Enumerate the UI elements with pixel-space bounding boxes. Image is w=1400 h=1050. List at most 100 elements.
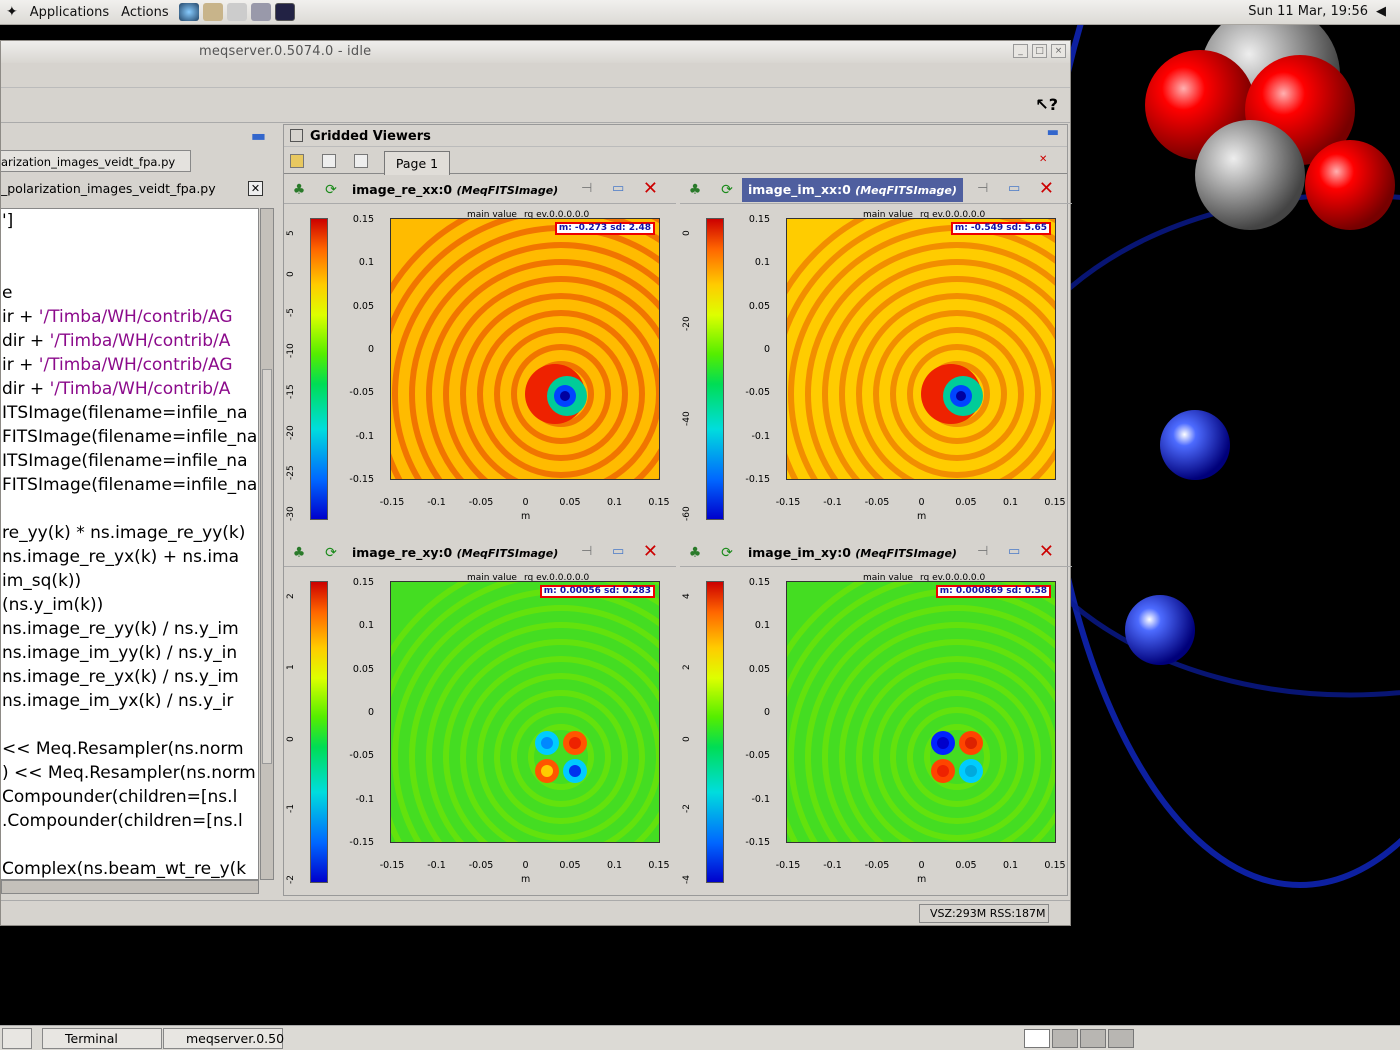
y-tick-label: -0.1 xyxy=(751,793,770,805)
x-tick-label: 0 xyxy=(522,860,529,871)
meqserver-window: meqserver.0.5074.0 - idle _ □ × ↖? ▬ ari… xyxy=(0,40,1072,926)
pin-icon[interactable]: ⊣ xyxy=(581,544,593,559)
top-panel: ✦ Applications Actions Sun 11 Mar, 19:56… xyxy=(0,0,1400,25)
panel-title[interactable]: image_re_xy:0 (MeqFITSImage) xyxy=(346,541,564,565)
panel-title[interactable]: image_re_xx:0 (MeqFITSImage) xyxy=(346,178,564,202)
panel-title[interactable]: image_im_xy:0 (MeqFITSImage) xyxy=(742,541,963,565)
image-plot[interactable]: m: -0.549 sd: 5.65 xyxy=(786,218,1056,480)
panel-node-type: (MeqFITSImage) xyxy=(855,547,957,560)
x-tick-label: 0 xyxy=(918,497,925,508)
code-text: ) << Meq.Resampler(ns.norm xyxy=(2,763,256,783)
code-text: ITSImage(filename=infile_na xyxy=(2,403,248,423)
code-line: << Meq.Resampler(ns.norm xyxy=(1,737,258,761)
x-axis-label: m xyxy=(521,874,531,885)
code-line xyxy=(1,497,258,521)
colorbar[interactable] xyxy=(706,581,724,883)
globe-launcher-icon[interactable] xyxy=(178,3,199,21)
close-window-button[interactable]: × xyxy=(1051,44,1066,58)
image-plot[interactable]: m: 0.000869 sd: 0.58 xyxy=(786,581,1056,843)
show-desktop-button[interactable] xyxy=(2,1028,32,1049)
code-text: re_yy(k) * ns.image_re_yy(k) xyxy=(2,523,246,543)
panel-node-name: image_im_xx:0 xyxy=(748,182,851,197)
viewer-panel: ♣ ⟳ image_re_xy:0 (MeqFITSImage) ⊣ ▭ ✕ main va… xyxy=(284,537,676,899)
x-tick-label: -0.1 xyxy=(427,860,446,871)
gnome-foot-icon[interactable]: ✦ xyxy=(6,4,18,20)
request-id-label: rq ev.0.0.0.0.0 xyxy=(524,210,590,220)
maximize-button[interactable]: □ xyxy=(1032,44,1047,58)
close-panel-icon[interactable]: ✕ xyxy=(1038,541,1054,562)
x-tick-label: 0.05 xyxy=(559,497,581,508)
code-text: dir + xyxy=(2,379,50,399)
close-panel-icon[interactable]: ✕ xyxy=(1038,178,1054,199)
editor-launcher-icon[interactable] xyxy=(226,3,247,21)
code-text: ns.image_re_yx(k) / ns.y_im xyxy=(2,667,239,687)
main-value-label: main value xyxy=(467,573,517,583)
float-window-icon[interactable]: ▭ xyxy=(1008,544,1021,559)
node-icon[interactable]: ♣ xyxy=(292,545,306,561)
editor-tab[interactable]: arization_images_veidt_fpa.py xyxy=(1,150,191,172)
window-titlebar[interactable]: meqserver.0.5074.0 - idle _ □ × xyxy=(1,41,1070,63)
code-line: (ns.y_im(k)) xyxy=(1,593,258,617)
float-window-icon[interactable]: ▭ xyxy=(612,181,625,196)
colorbar[interactable] xyxy=(310,218,328,520)
minimize-button[interactable]: _ xyxy=(1013,44,1028,58)
refresh-icon[interactable]: ⟳ xyxy=(325,182,337,198)
editor-vertical-scrollbar[interactable] xyxy=(260,208,274,880)
colorbar[interactable] xyxy=(706,218,724,520)
close-panel-icon[interactable]: ✕ xyxy=(642,541,658,562)
volume-icon[interactable]: ◀ xyxy=(1376,4,1386,19)
code-text: im_sq(k)) xyxy=(2,571,82,591)
refresh-icon[interactable]: ⟳ xyxy=(721,545,733,561)
close-file-button[interactable]: ✕ xyxy=(248,181,263,196)
image-plot[interactable]: m: 0.00056 sd: 0.283 xyxy=(390,581,660,843)
colorbar[interactable] xyxy=(310,581,328,883)
x-axis-label: m xyxy=(917,874,927,885)
actions-menu[interactable]: Actions xyxy=(121,4,169,20)
workspace-3[interactable] xyxy=(1080,1029,1106,1048)
dock-minimize-icon[interactable]: ▬ xyxy=(250,126,266,145)
pin-icon[interactable]: ⊣ xyxy=(581,181,593,196)
whats-this-help-icon[interactable]: ↖? xyxy=(1035,95,1058,114)
open-folder-icon[interactable] xyxy=(290,154,304,168)
refresh-icon[interactable]: ⟳ xyxy=(721,182,733,198)
close-page-icon[interactable]: ✕ xyxy=(1039,154,1048,165)
colorbar-tick-label: 4 xyxy=(682,593,692,599)
float-window-icon[interactable]: ▭ xyxy=(612,544,625,559)
dock-minimize-icon[interactable]: ▬ xyxy=(1046,125,1059,140)
editor-horizontal-scrollbar[interactable] xyxy=(1,880,259,894)
code-editor[interactable]: '] e ir + '/Timba/WH/contrib/AG dir + '/Tim… xyxy=(1,208,259,880)
panel-title[interactable]: image_im_xx:0 (MeqFITSImage) xyxy=(742,178,963,202)
new-panel-icon[interactable] xyxy=(322,154,336,168)
x-tick-label: 0.05 xyxy=(955,497,977,508)
editor-filename: _polarization_images_veidt_fpa.py xyxy=(1,181,216,196)
clock[interactable]: Sun 11 Mar, 19:56 xyxy=(1248,4,1368,19)
y-tick-label: 0 xyxy=(367,706,374,718)
code-text: dir + xyxy=(2,331,50,351)
pin-icon[interactable]: ⊣ xyxy=(977,544,989,559)
workspace-1[interactable] xyxy=(1024,1029,1050,1048)
y-tick-label: -0.1 xyxy=(355,793,374,805)
refresh-icon[interactable]: ⟳ xyxy=(325,545,337,561)
x-tick-label: 0 xyxy=(918,860,925,871)
code-line: re_yy(k) * ns.image_re_yy(k) xyxy=(1,521,258,545)
y-tick-label: 0.15 xyxy=(748,577,770,588)
code-text: ir + xyxy=(2,307,39,327)
node-icon[interactable]: ♣ xyxy=(688,545,702,561)
node-icon[interactable]: ♣ xyxy=(292,182,306,198)
taskbar-meqserver[interactable]: meqserver.0.50 xyxy=(163,1028,284,1049)
tab-page-1[interactable]: Page 1 xyxy=(384,151,450,175)
image-plot[interactable]: m: -0.273 sd: 2.48 xyxy=(390,218,660,480)
applications-menu[interactable]: Applications xyxy=(29,4,110,20)
workspace-2[interactable] xyxy=(1052,1029,1078,1048)
node-icon[interactable]: ♣ xyxy=(688,182,702,198)
x-tick-label: 0.1 xyxy=(606,860,623,871)
presentation-launcher-icon[interactable] xyxy=(250,3,271,21)
mail-launcher-icon[interactable] xyxy=(202,3,223,21)
taskbar-terminal[interactable]: Terminal xyxy=(42,1028,162,1049)
pin-icon[interactable]: ⊣ xyxy=(977,181,989,196)
workspace-4[interactable] xyxy=(1108,1029,1134,1048)
layout-grid-icon[interactable] xyxy=(354,154,368,168)
float-window-icon[interactable]: ▭ xyxy=(1008,181,1021,196)
terminal-launcher-icon[interactable] xyxy=(274,3,295,21)
close-panel-icon[interactable]: ✕ xyxy=(642,178,658,199)
